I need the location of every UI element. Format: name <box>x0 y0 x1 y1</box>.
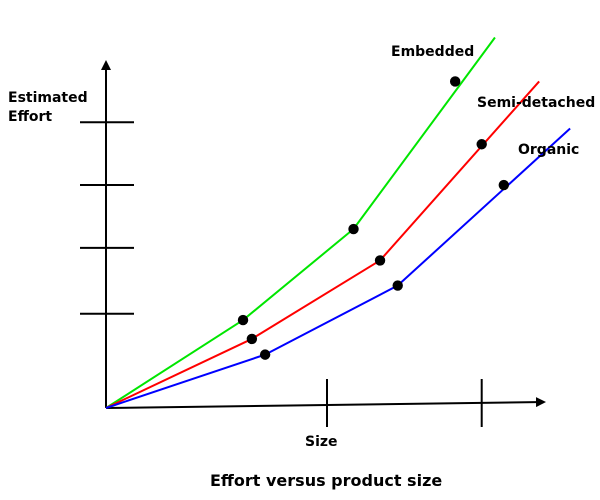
series-line-organic <box>105 127 571 409</box>
data-point-embedded-1 <box>237 314 249 326</box>
series-label-organic: Organic <box>518 142 579 158</box>
series-line-embedded <box>105 36 496 409</box>
data-point-organic-2 <box>392 280 403 291</box>
series-label-semi-detached: Semi-detached <box>477 95 595 111</box>
series-label-embedded: Embedded <box>391 44 474 60</box>
data-point-embedded-3 <box>449 76 461 87</box>
data-point-semi-detached-1 <box>246 333 258 345</box>
chart-title: Effort versus product size <box>210 471 442 490</box>
y-axis-label-line2: Effort <box>8 109 52 125</box>
series-line-semi-detached <box>105 80 540 409</box>
x-axis-label: Size <box>305 434 338 450</box>
data-point-embedded-2 <box>348 223 359 235</box>
y-ticks <box>80 121 134 315</box>
series-layer <box>105 36 571 409</box>
x-axis <box>105 397 546 409</box>
x-ticks <box>326 379 483 427</box>
data-point-semi-detached-2 <box>374 255 386 266</box>
data-point-organic-3 <box>498 179 509 191</box>
y-axis-label-line1: Estimated <box>8 90 88 106</box>
data-point-organic-1 <box>259 349 271 360</box>
data-point-semi-detached-3 <box>476 139 487 150</box>
